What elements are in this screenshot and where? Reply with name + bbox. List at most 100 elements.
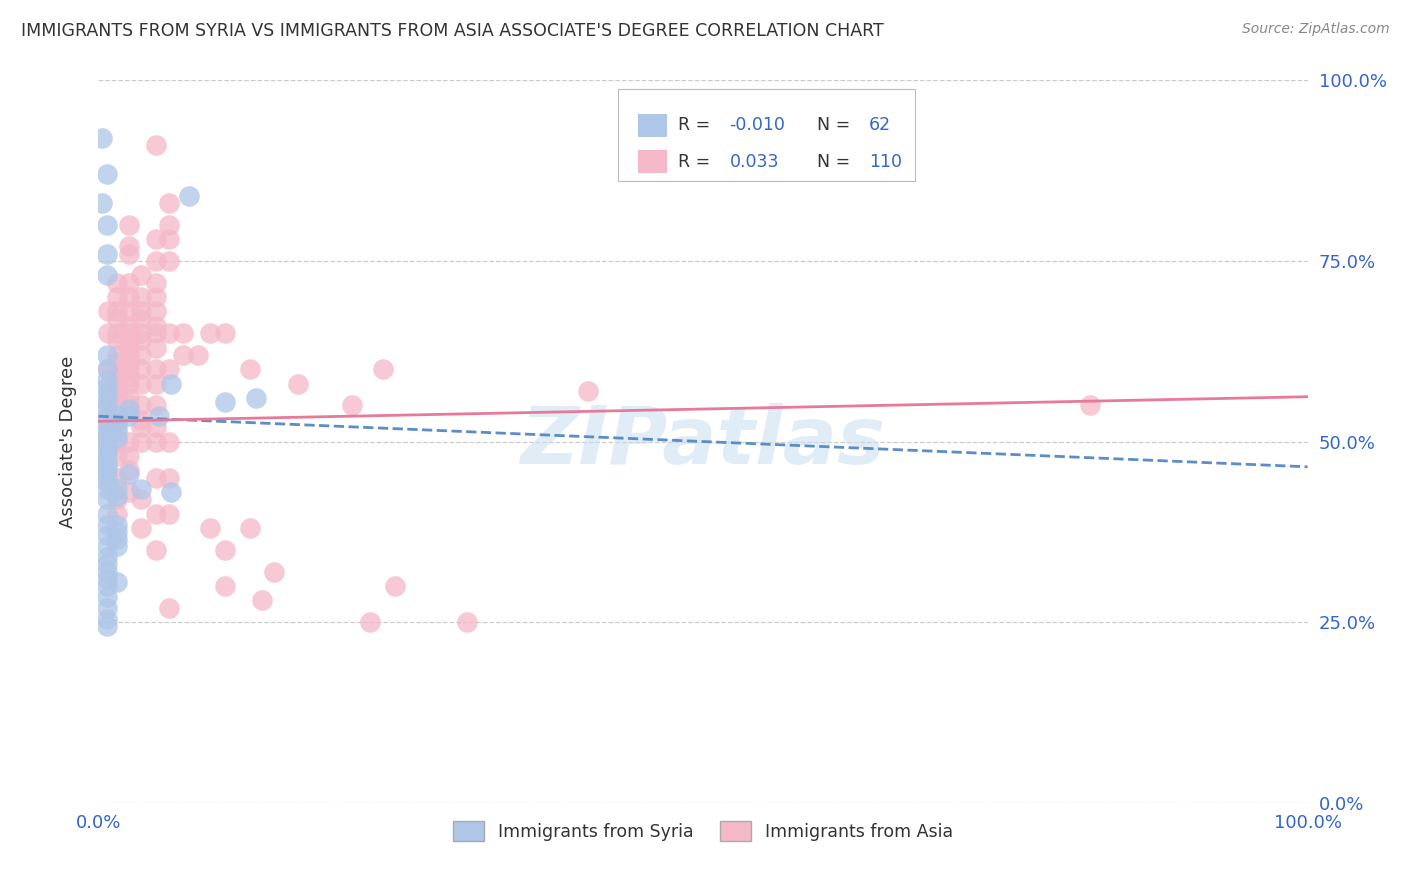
Point [118, 409, 141, 424]
Point [96, 550, 118, 565]
Point [157, 470, 180, 484]
Point [145, 470, 167, 484]
FancyBboxPatch shape [638, 113, 666, 136]
Point [160, 485, 183, 500]
Point [129, 398, 152, 412]
Point [96, 482, 118, 496]
Point [105, 575, 128, 590]
Point [105, 434, 128, 449]
Point [129, 304, 152, 318]
Point [129, 413, 152, 427]
Point [118, 355, 141, 369]
Point [96, 579, 118, 593]
Point [105, 398, 128, 412]
Point [96, 469, 118, 483]
Point [105, 539, 128, 553]
Point [96, 362, 118, 376]
Point [118, 326, 141, 340]
Text: 110: 110 [869, 153, 901, 171]
Point [105, 532, 128, 546]
Point [576, 384, 599, 398]
Point [118, 467, 141, 481]
Point [456, 615, 478, 630]
Point [96, 619, 118, 633]
Text: N =: N = [817, 116, 855, 134]
Point [198, 326, 221, 340]
Point [97, 420, 120, 434]
Point [145, 326, 167, 340]
Point [97, 326, 120, 340]
Point [105, 420, 128, 434]
Point [105, 470, 128, 484]
Point [96, 402, 118, 417]
Point [157, 326, 180, 340]
Point [97, 427, 120, 442]
Point [105, 304, 128, 318]
Point [97, 362, 120, 376]
Point [245, 391, 267, 405]
Point [96, 218, 118, 232]
Point [214, 394, 236, 409]
Point [96, 558, 118, 572]
Point [214, 326, 236, 340]
Point [129, 420, 152, 434]
Point [118, 362, 141, 376]
Point [129, 482, 152, 496]
Point [145, 420, 167, 434]
Text: 0.033: 0.033 [730, 153, 779, 171]
Point [105, 424, 128, 438]
Point [145, 138, 167, 153]
Point [342, 398, 364, 412]
Point [105, 449, 128, 463]
Point [239, 362, 262, 376]
Point [118, 391, 141, 405]
Point [214, 542, 236, 557]
Point [129, 290, 152, 304]
Point [96, 409, 118, 424]
Point [129, 348, 152, 362]
Point [118, 376, 141, 391]
Point [105, 406, 128, 420]
Y-axis label: Associate's Degree: Associate's Degree [59, 355, 77, 528]
Point [157, 196, 180, 211]
Point [105, 489, 128, 503]
Point [97, 413, 120, 427]
Point [118, 239, 141, 253]
Text: 62: 62 [869, 116, 891, 134]
Point [118, 348, 141, 362]
Point [105, 290, 128, 304]
Point [172, 326, 194, 340]
Point [129, 326, 152, 340]
FancyBboxPatch shape [619, 89, 915, 181]
Point [96, 475, 118, 489]
Point [157, 232, 180, 246]
Text: Source: ZipAtlas.com: Source: ZipAtlas.com [1241, 22, 1389, 37]
Point [91, 131, 114, 145]
Point [96, 442, 118, 456]
Point [118, 369, 141, 384]
Point [97, 384, 120, 398]
Point [118, 398, 141, 412]
Point [96, 600, 118, 615]
Point [96, 348, 118, 362]
Point [129, 492, 152, 507]
Point [105, 417, 128, 431]
Point [96, 167, 118, 181]
Point [145, 341, 167, 355]
Point [96, 565, 118, 579]
Point [97, 398, 120, 412]
Point [105, 326, 128, 340]
Point [129, 268, 152, 283]
Point [96, 246, 118, 260]
Point [145, 376, 167, 391]
Point [360, 615, 382, 630]
Point [96, 424, 118, 438]
Point [157, 253, 180, 268]
Point [96, 572, 118, 586]
Point [105, 409, 128, 424]
Point [118, 246, 141, 260]
Point [105, 348, 128, 362]
Point [96, 492, 118, 507]
Point [96, 436, 118, 450]
Point [145, 232, 167, 246]
